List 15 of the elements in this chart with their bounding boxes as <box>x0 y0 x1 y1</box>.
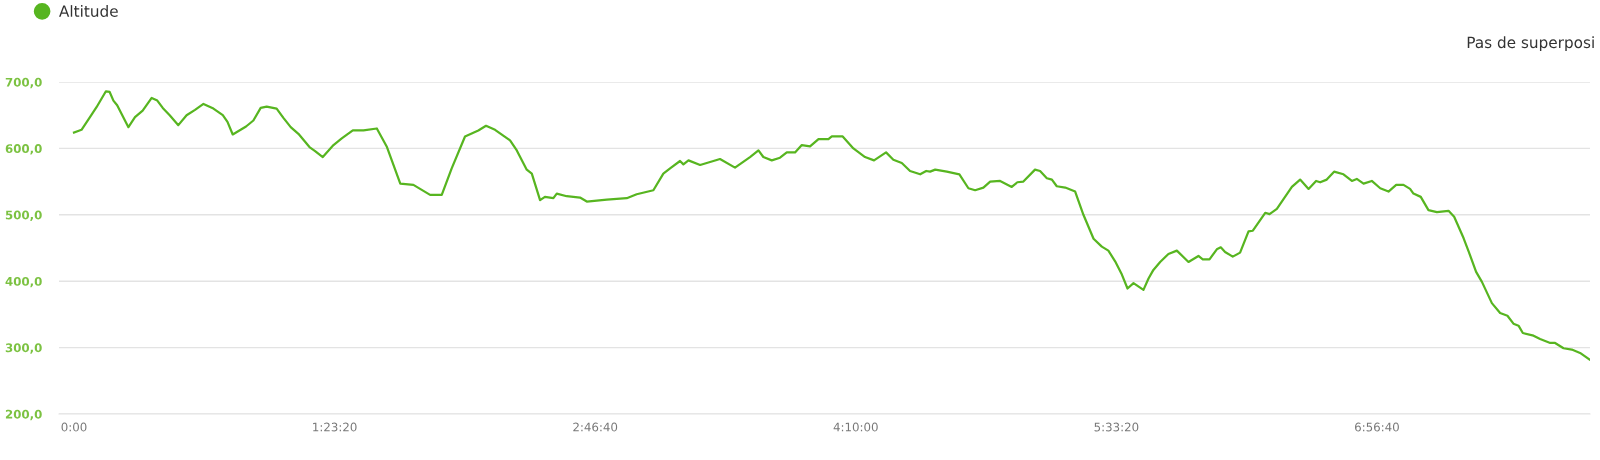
legend-label: Altitude <box>59 5 118 17</box>
x-tick-label: 4:10:00 <box>833 422 878 432</box>
x-tick-label: 5:33:20 <box>1094 422 1139 432</box>
x-tick-label: 6:56:40 <box>1355 422 1399 432</box>
y-tick-label: 700,0 <box>5 77 42 89</box>
x-tick-label: 2:46:40 <box>573 422 618 432</box>
line-series <box>72 90 1590 361</box>
y-tick-label: 500,0 <box>5 210 42 221</box>
y-tick-label: 600,0 <box>5 144 42 155</box>
y-tick-label: 400,0 <box>5 276 42 288</box>
x-tick-label: 0:00 <box>61 422 87 432</box>
x-tick-label: 1:23:20 <box>313 422 357 432</box>
text: Pas de superposi <box>1467 36 1594 52</box>
y-tick-label: 200,0 <box>5 409 42 421</box>
y-tick-label: 300,0 <box>5 343 42 354</box>
